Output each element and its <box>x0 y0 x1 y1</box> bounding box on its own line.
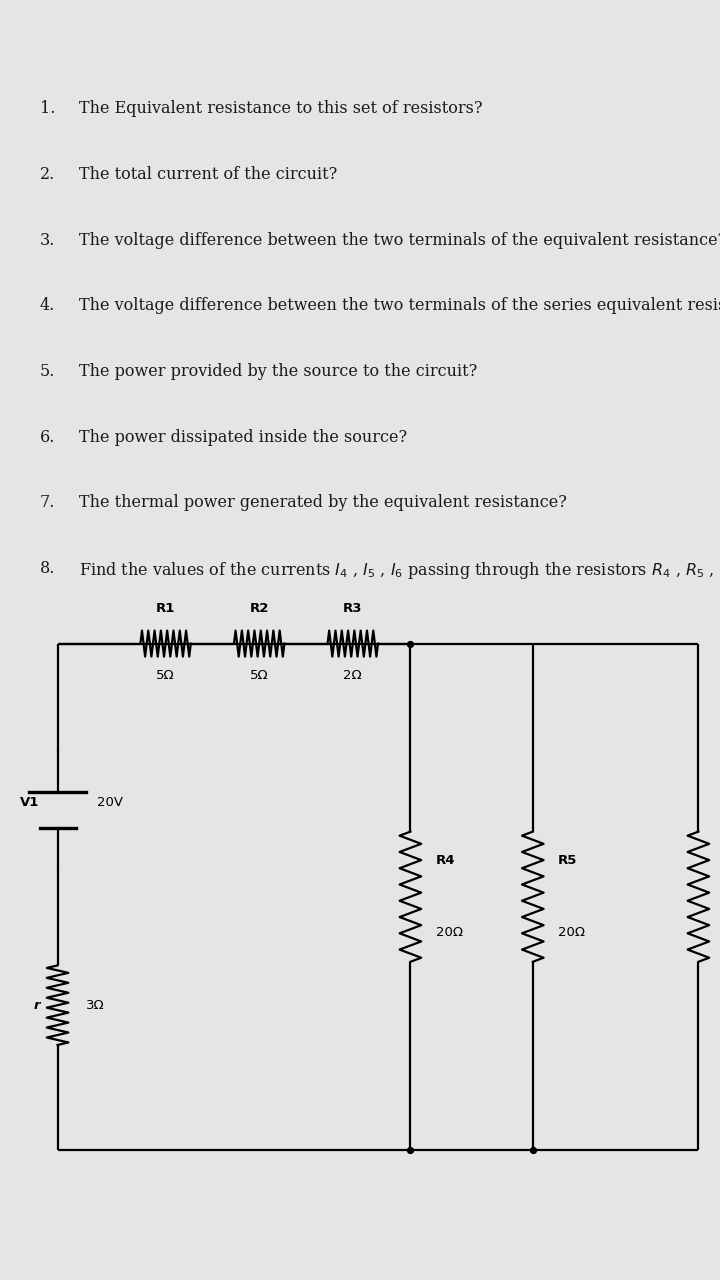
Text: R3: R3 <box>343 602 363 614</box>
Text: The power provided by the source to the circuit?: The power provided by the source to the … <box>79 364 477 380</box>
Text: 6.: 6. <box>40 429 55 445</box>
Text: 2.: 2. <box>40 166 55 183</box>
Point <box>527 1139 539 1160</box>
Text: R5: R5 <box>558 854 577 867</box>
Text: 5.: 5. <box>40 364 55 380</box>
Text: The thermal power generated by the equivalent resistance?: The thermal power generated by the equiv… <box>79 494 567 512</box>
Text: 5Ω: 5Ω <box>250 669 269 682</box>
Point <box>405 634 416 654</box>
Text: Find the values of the currents $I_4$ , $I_5$ , $I_6$ passing through the resist: Find the values of the currents $I_4$ , … <box>79 561 720 581</box>
Text: r: r <box>33 998 40 1011</box>
Text: 3Ω: 3Ω <box>86 998 105 1011</box>
Text: R1: R1 <box>156 602 175 614</box>
Text: 3.: 3. <box>40 232 55 248</box>
Text: 20Ω: 20Ω <box>558 927 585 940</box>
Text: V1: V1 <box>20 796 40 809</box>
Text: 20V: 20V <box>97 796 123 809</box>
Text: 20Ω: 20Ω <box>436 927 463 940</box>
Text: R4: R4 <box>436 854 455 867</box>
Text: 1.: 1. <box>40 100 55 118</box>
Text: The voltage difference between the two terminals of the equivalent resistance?: The voltage difference between the two t… <box>79 232 720 248</box>
Text: R2: R2 <box>250 602 269 614</box>
Text: 7.: 7. <box>40 494 55 512</box>
Point <box>405 1139 416 1160</box>
Text: 5Ω: 5Ω <box>156 669 175 682</box>
Text: The power dissipated inside the source?: The power dissipated inside the source? <box>79 429 408 445</box>
Text: The total current of the circuit?: The total current of the circuit? <box>79 166 338 183</box>
Text: 8.: 8. <box>40 561 55 577</box>
Text: The voltage difference between the two terminals of the series equivalent resist: The voltage difference between the two t… <box>79 297 720 315</box>
Text: The Equivalent resistance to this set of resistors?: The Equivalent resistance to this set of… <box>79 100 482 118</box>
Text: 4.: 4. <box>40 297 55 315</box>
Text: 2Ω: 2Ω <box>343 669 362 682</box>
